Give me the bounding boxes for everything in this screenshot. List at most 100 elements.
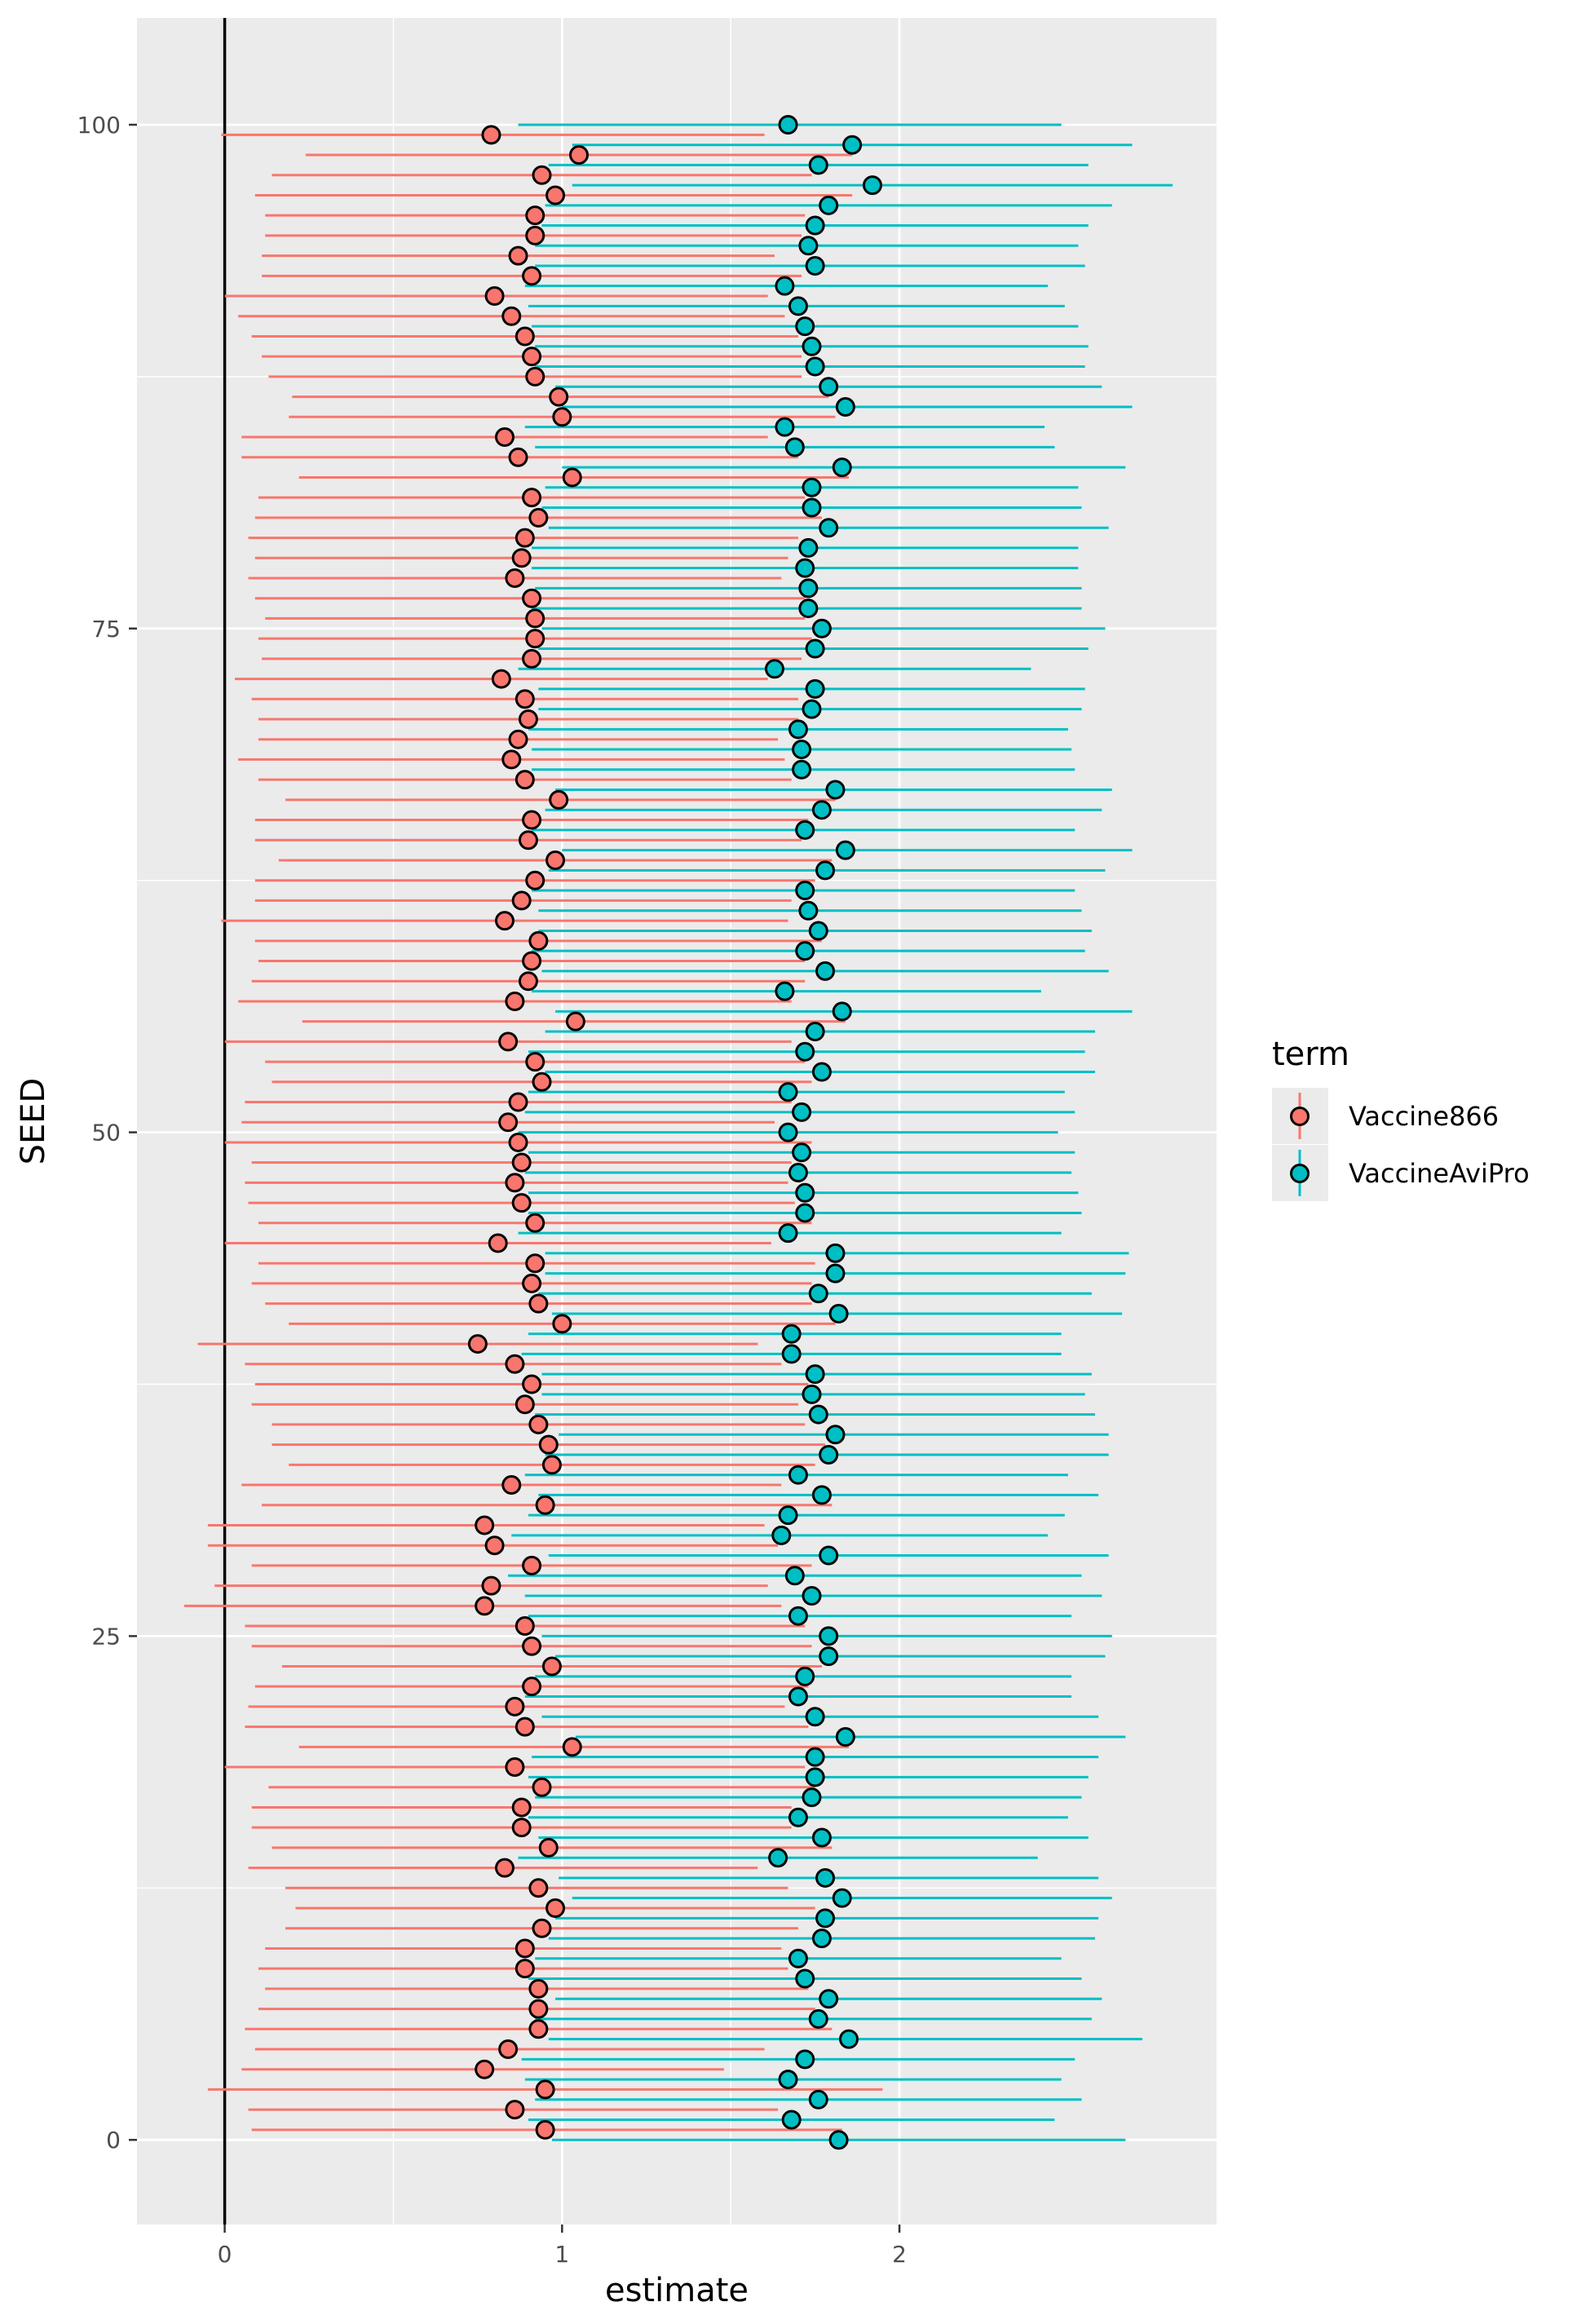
point-vaccine866 [501,306,522,326]
point-vaccineavipro [815,1867,836,1888]
point-vaccine866 [522,951,542,971]
point-vaccineavipro [778,2070,798,2090]
legend-key-point-vaccine866 [1290,1107,1310,1126]
point-vaccine866 [532,1918,552,1938]
point-vaccine866 [569,145,590,166]
point-vaccine866 [518,709,538,729]
point-vaccine866 [515,1959,535,1979]
point-vaccineavipro [819,1545,839,1566]
point-vaccine866 [511,1797,532,1818]
point-vaccineavipro [795,316,815,337]
point-vaccine866 [541,1656,562,1677]
legend-title: term [1272,1036,1349,1073]
point-vaccineavipro [815,860,836,881]
point-vaccineavipro [808,1284,828,1304]
point-vaccineavipro [828,2130,849,2150]
point-vaccineavipro [815,1908,836,1929]
point-vaccine866 [522,488,542,508]
point-vaccine866 [525,225,545,245]
point-vaccine866 [525,629,545,649]
point-vaccineavipro [778,114,798,135]
x-tick-label: 0 [218,2241,232,2268]
point-vaccine866 [518,971,538,992]
point-vaccine866 [522,588,542,608]
point-vaccineavipro [784,437,805,457]
point-vaccine866 [522,347,542,367]
point-vaccine866 [511,1193,532,1213]
point-vaccine866 [535,2119,555,2140]
point-vaccineavipro [819,1989,839,2009]
point-vaccine866 [522,1374,542,1394]
point-vaccineavipro [781,2110,802,2130]
point-vaccineavipro [768,1848,788,1868]
point-vaccineavipro [832,1888,852,1908]
point-vaccine866 [501,749,522,770]
point-vaccine866 [515,770,535,790]
point-vaccineavipro [805,1707,825,1727]
point-vaccineavipro [795,881,815,901]
point-vaccine866 [528,930,549,951]
point-vaccineavipro [798,537,819,558]
point-vaccineavipro [832,1001,852,1022]
point-vaccine866 [511,890,532,911]
point-vaccineavipro [781,1323,802,1344]
point-vaccineavipro [819,518,839,538]
point-vaccine866 [488,1233,508,1253]
point-vaccineavipro [811,1485,832,1505]
point-vaccine866 [515,1938,535,1959]
point-vaccineavipro [811,1062,832,1082]
point-vaccine866 [494,427,515,448]
x-tick-label: 1 [554,2241,569,2268]
point-vaccine866 [501,1475,522,1496]
point-vaccineavipro [862,175,882,196]
point-vaccineavipro [795,1182,815,1203]
point-vaccine866 [481,1575,501,1596]
point-vaccineavipro [805,1747,825,1767]
point-vaccineavipro [788,1807,808,1827]
point-vaccineavipro [792,759,812,780]
point-vaccineavipro [825,1243,846,1263]
point-vaccineavipro [808,2089,828,2110]
point-vaccine866 [494,911,515,931]
point-vaccineavipro [795,941,815,961]
point-vaccine866 [525,205,545,226]
point-vaccine866 [491,669,511,689]
point-vaccine866 [525,1253,545,1274]
point-vaccine866 [498,1112,519,1133]
point-vaccineavipro [811,618,832,638]
point-vaccine866 [508,1092,528,1112]
point-vaccine866 [515,528,535,548]
point-vaccine866 [535,2079,555,2100]
point-vaccine866 [467,1334,488,1354]
point-vaccine866 [522,810,542,830]
point-vaccineavipro [781,1344,802,1364]
point-vaccine866 [545,185,566,205]
point-vaccineavipro [811,1929,832,1949]
point-vaccine866 [515,1616,535,1637]
x-tick-label: 2 [892,2241,907,2268]
point-vaccine866 [549,789,569,810]
legend-label-vaccineavipro: VaccineAviPro [1349,1158,1530,1189]
point-vaccine866 [511,1152,532,1173]
point-vaccine866 [511,548,532,568]
point-vaccineavipro [802,336,822,356]
point-vaccineavipro [795,1666,815,1686]
point-vaccine866 [552,1314,572,1334]
point-vaccine866 [528,1414,549,1434]
point-vaccineavipro [802,1585,822,1606]
point-vaccineavipro [808,155,828,175]
point-vaccine866 [528,1878,549,1898]
point-vaccineavipro [802,1787,822,1808]
point-vaccine866 [475,1596,495,1616]
point-vaccine866 [518,830,538,851]
point-vaccine866 [538,1837,559,1858]
point-vaccineavipro [835,396,855,417]
point-vaccineavipro [775,981,795,1001]
point-vaccineavipro [798,578,819,599]
point-vaccineavipro [835,1726,855,1747]
point-vaccine866 [528,1978,549,1999]
point-vaccineavipro [805,638,825,659]
point-vaccineavipro [795,820,815,840]
point-vaccine866 [545,850,566,870]
